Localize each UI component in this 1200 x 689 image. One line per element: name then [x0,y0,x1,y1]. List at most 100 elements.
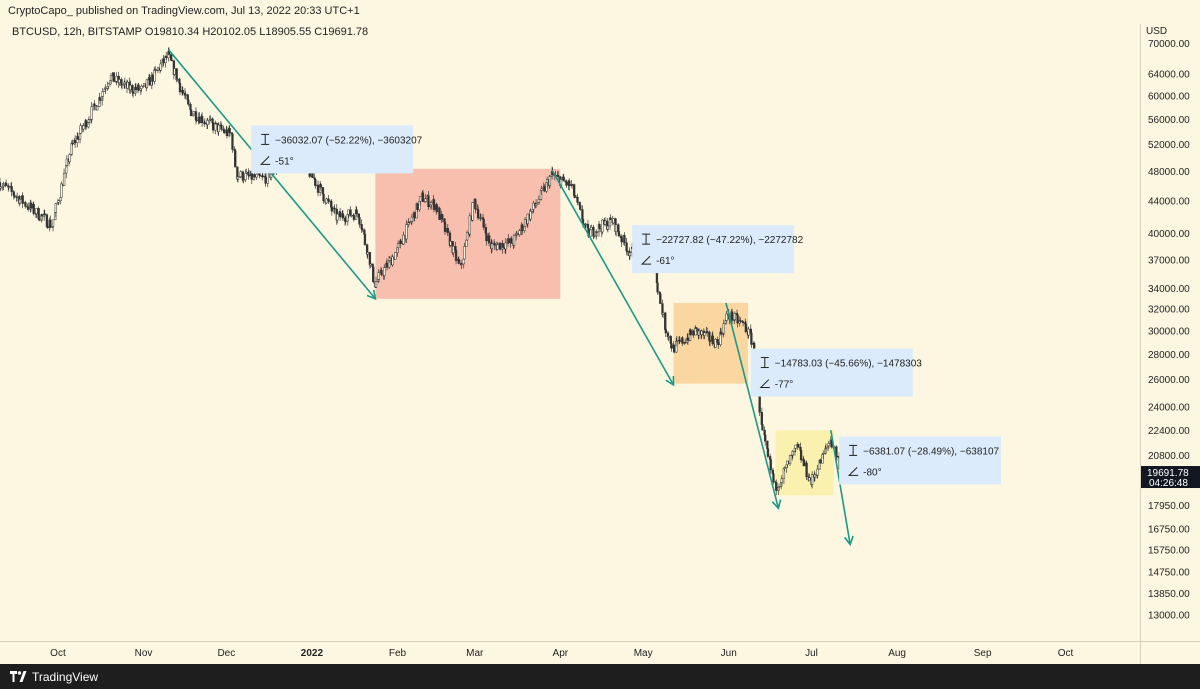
arrow-2[interactable] [551,169,675,387]
price-tick-label: 17950.00 [1148,501,1190,512]
candle-body [760,411,763,425]
candle-body [534,203,538,206]
candle-body [214,122,218,125]
candle-body [62,172,66,186]
time-tick-label: Sep [974,648,992,659]
candle-body [443,221,447,232]
candle-body [402,234,405,245]
btc-chart[interactable]: −36032.07 (−52.22%), −3603207 -51° −22727.… [0,0,1200,664]
candle-body [154,69,157,71]
candle-body [460,263,463,266]
candle-body [592,235,596,238]
candle-body [507,238,510,244]
candle-body [316,184,320,193]
candle-body [170,59,173,62]
candle-body [57,200,60,203]
price-tick-label: 30000.00 [1148,327,1190,338]
candle-body [192,111,195,115]
candle-body [24,202,27,207]
candle-body [744,323,748,332]
candle-body [407,221,411,223]
candle-body [4,182,8,186]
candle-body [620,237,623,243]
arrow-3[interactable] [725,302,782,510]
candle-body [529,211,532,220]
candle-body [822,453,825,455]
candle-body [366,252,369,255]
candle-body [515,233,518,235]
candle-body [38,218,41,221]
candle-body [603,220,607,225]
candle-body [783,467,786,469]
candle-body [338,211,342,218]
candle-body [35,208,38,214]
candle-body [543,186,546,192]
candle-body [2,185,5,187]
candle-body [54,203,57,213]
candle-body [766,448,770,457]
candle-body [184,94,187,96]
last-price-bg [1141,466,1200,489]
candle-body [394,252,397,260]
candle-body [761,424,764,431]
measure-1[interactable]: −36032.07 (−52.22%), −3603207 -51° [251,125,423,174]
candle-body [791,451,794,456]
candle-body [27,206,30,210]
candle-body [228,128,231,134]
price-tick-label: 13850.00 [1148,589,1190,600]
candle-body [537,199,541,203]
candle-body [708,340,712,342]
arrow-4[interactable] [830,430,854,547]
time-tick-label: Apr [553,648,569,659]
candle-body [675,340,679,342]
measure-2-bg [632,225,795,274]
candle-body [501,243,505,248]
candle-body [192,113,195,117]
candle-body [835,455,839,458]
candle-body [173,68,176,75]
candle-body [321,187,325,195]
price-tick-label: 24000.00 [1148,402,1190,413]
candle-body [60,183,63,198]
candle-body [314,179,317,186]
price-tick-label: 52000.00 [1148,140,1190,151]
candle-body [350,214,353,217]
candle-body [49,219,52,228]
price-tick-label: 13000.00 [1148,610,1190,621]
price-tick-label: 20800.00 [1148,451,1190,462]
candle-body [206,120,209,125]
candle-body [137,84,140,91]
last-price-countdown: 04:26:48 [1149,478,1188,489]
candle-body [255,173,258,178]
measure-2[interactable]: −22727.82 (−47.22%), −2272782 -61° [632,225,804,274]
candle-body [21,195,24,204]
candle-body [741,321,745,323]
candle-body [104,87,107,90]
time-tick-label: Oct [1058,648,1074,659]
candle-body [468,215,471,235]
price-axis-bg [1140,24,1200,664]
candle-body [499,242,502,250]
time-tick-label: Aug [888,648,906,659]
candle-body [242,179,245,181]
candle-body [626,250,629,252]
candle-body [96,106,99,111]
candle-body [71,142,74,145]
arrow-1[interactable] [167,48,377,301]
price-range-text: −6381.07 (−28.49%), −638107 [863,446,999,457]
measure-3[interactable]: −14783.03 (−45.66%), −1478303 -77° [750,348,923,397]
candle-body [764,434,767,442]
candle-body [493,243,496,246]
candle-body [396,243,400,248]
candle-body [209,118,212,120]
price-tick-label: 15750.00 [1148,545,1190,556]
time-tick-label: Nov [135,648,153,659]
candle-body [606,225,610,230]
price-tick-label: 32000.00 [1148,305,1190,316]
candle-body [87,119,91,123]
measure-4[interactable]: −6381.07 (−28.49%), −638107 -80° [839,436,1002,485]
candle-body [557,175,560,177]
candle-body [126,81,129,89]
candle-body [576,197,579,203]
candle-body [385,262,389,268]
